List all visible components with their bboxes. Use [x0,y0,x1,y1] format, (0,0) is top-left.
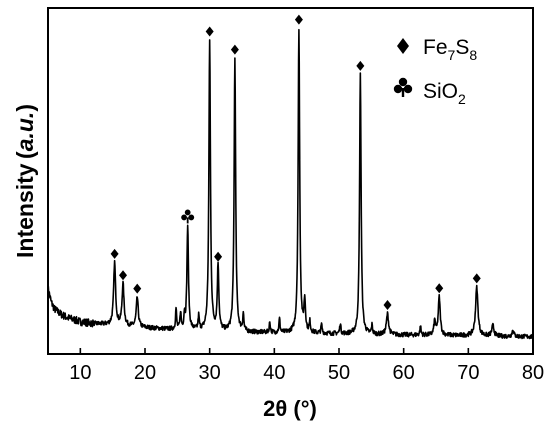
x-axis-tick-labels: 10 20 30 40 50 60 70 80 [69,362,544,384]
x-tick-label: 20 [134,362,156,384]
diamond-marker [133,283,142,294]
club-icon [393,77,413,97]
x-axis-title: 2θ (°) [263,396,317,421]
y-axis-title-main: Intensity [12,163,38,258]
diamond-marker [230,44,239,55]
x-tick-label: 70 [457,362,479,384]
diamond-marker [205,26,214,37]
diamond-marker [383,300,392,311]
diamond-marker [110,248,119,259]
x-tick-label: 50 [328,362,350,384]
diamond-marker [435,283,444,294]
peak-markers [110,14,481,311]
xrd-pattern-line [47,28,534,340]
diamond-marker [214,251,223,262]
diamond-marker [294,14,303,25]
legend: Fe7S8 SiO2 [393,36,477,107]
legend-label-fe7s8: Fe7S8 [423,36,477,63]
x-tick-label: 60 [393,362,415,384]
x-tick-label: 40 [263,362,285,384]
diamond-icon [397,38,409,54]
diamond-marker [356,60,365,71]
legend-entry-fe7s8: Fe7S8 [397,36,477,63]
x-tick-label: 10 [69,362,91,384]
x-tick-label: 30 [199,362,221,384]
club-marker [181,209,195,224]
diamond-marker [472,273,481,284]
y-axis-title: Intensity (a.u.) [12,104,38,258]
diamond-marker [119,270,128,281]
y-axis-title-unit: a.u. [12,112,38,152]
legend-entry-sio2: SiO2 [393,77,466,107]
legend-label-sio2: SiO2 [423,80,466,107]
x-axis-ticks [79,348,534,354]
plot-frame [47,7,534,355]
x-tick-label: 80 [522,362,544,384]
